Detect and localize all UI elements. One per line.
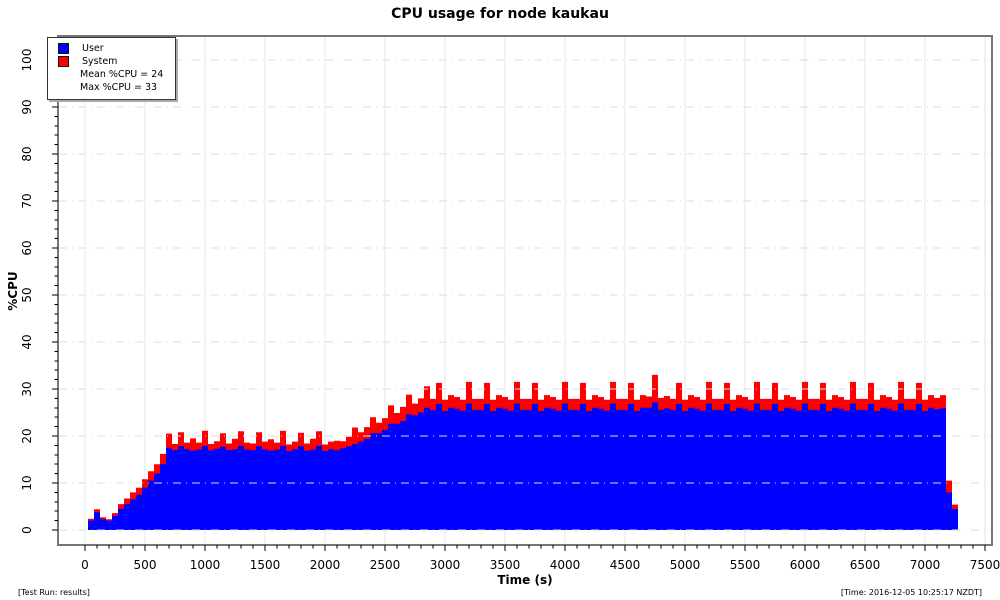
- y-axis-tick-label: 40: [20, 334, 34, 349]
- legend-system-label: System: [82, 56, 118, 67]
- legend-row-max: Max %CPU = 33: [48, 81, 175, 94]
- y-axis-tick-label: 100: [20, 49, 34, 72]
- y-axis-tick-label: 60: [20, 240, 34, 255]
- user-swatch: [58, 43, 69, 54]
- x-axis-tick-label: 5000: [670, 558, 701, 572]
- y-axis-tick-label: 0: [20, 526, 34, 534]
- legend-row-user: User: [48, 42, 175, 55]
- x-axis-tick-label: 6500: [850, 558, 881, 572]
- legend-row-mean: Mean %CPU = 24: [48, 68, 175, 81]
- x-axis-tick-label: 4500: [610, 558, 641, 572]
- empty-swatch: [58, 83, 67, 92]
- legend: User System Mean %CPU = 24 Max %CPU = 33: [47, 37, 176, 100]
- empty-swatch: [58, 70, 67, 79]
- x-axis-tick-label: 0: [81, 558, 89, 572]
- x-axis-tick-label: 4000: [550, 558, 581, 572]
- y-axis-tick-label: 20: [20, 428, 34, 443]
- x-axis-title: Time (s): [497, 573, 553, 587]
- x-axis-tick-label: 6000: [790, 558, 821, 572]
- x-axis-tick-label: 7000: [910, 558, 941, 572]
- y-axis-tick-label: 90: [20, 99, 34, 114]
- y-axis-title: %CPU: [6, 271, 20, 311]
- footer-timestamp: [Time: 2016-12-05 10:25:17 NZDT]: [840, 588, 982, 597]
- x-axis-tick-label: 7500: [970, 558, 1000, 572]
- legend-user-label: User: [82, 43, 104, 54]
- footer-test-run: [Test Run: results]: [18, 588, 90, 597]
- legend-row-system: System: [48, 55, 175, 68]
- y-axis-tick-label: 80: [20, 146, 34, 161]
- x-axis-tick-label: 5500: [730, 558, 761, 572]
- y-axis-tick-label: 30: [20, 381, 34, 396]
- x-axis-tick-label: 1500: [250, 558, 281, 572]
- user-series-area: [88, 402, 958, 530]
- chart-title: CPU usage for node kaukau: [391, 6, 609, 22]
- x-axis-tick-label: 3500: [490, 558, 521, 572]
- x-axis-tick-label: 3000: [430, 558, 461, 572]
- legend-mean-label: Mean %CPU = 24: [80, 69, 164, 80]
- x-axis-tick-label: 1000: [190, 558, 221, 572]
- y-axis-tick-label: 50: [20, 287, 34, 302]
- x-axis-tick-label: 2500: [370, 558, 401, 572]
- x-axis-tick-label: 2000: [310, 558, 341, 572]
- plot-frame: [57, 35, 993, 546]
- y-axis-tick-label: 70: [20, 193, 34, 208]
- system-swatch: [58, 56, 69, 67]
- y-axis-tick-label: 10: [20, 475, 34, 490]
- legend-max-label: Max %CPU = 33: [80, 82, 158, 93]
- x-axis-tick-label: 500: [134, 558, 157, 572]
